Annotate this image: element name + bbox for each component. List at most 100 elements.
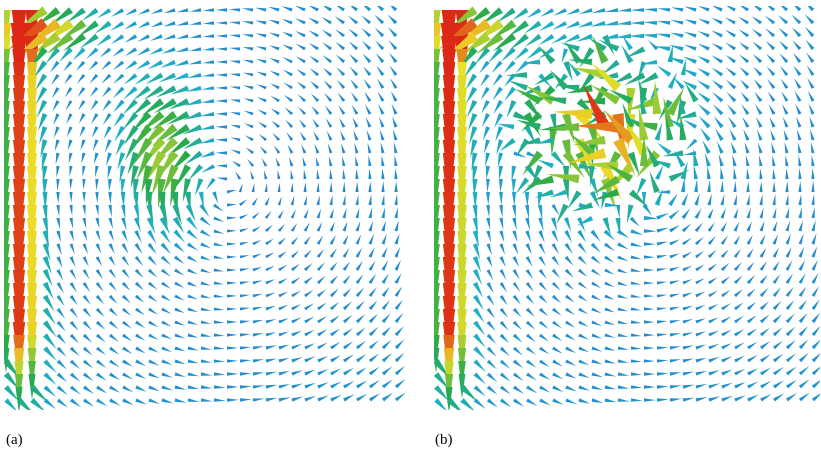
flow-glyph (162, 372, 173, 377)
flow-glyph (285, 107, 294, 115)
flow-glyph (343, 288, 352, 297)
flow-glyph (752, 16, 763, 24)
flow-glyph (175, 47, 188, 52)
flow-glyph (253, 359, 264, 362)
flow-glyph (215, 125, 227, 128)
flow-glyph (734, 382, 745, 389)
flow-glyph (746, 155, 750, 166)
flow-glyph (725, 42, 736, 50)
flow-glyph (109, 334, 119, 342)
flow-glyph (487, 295, 495, 306)
flow-glyph (309, 43, 319, 50)
flow-glyph (747, 302, 756, 311)
flow-glyph (799, 273, 806, 284)
flow-glyph (526, 308, 535, 317)
flow-glyph (109, 386, 120, 394)
flow-glyph (515, 60, 528, 73)
flow-glyph (465, 74, 477, 91)
flow-glyph (349, 54, 358, 63)
flow-glyph (304, 236, 311, 245)
flow-glyph (721, 263, 730, 271)
flow-glyph (304, 383, 316, 389)
flow-glyph (230, 87, 241, 90)
flow-glyph (343, 208, 347, 218)
flow-glyph (786, 274, 794, 284)
flow-glyph (56, 192, 59, 204)
flow-glyph (69, 153, 73, 164)
flow-glyph (92, 126, 99, 137)
flow-glyph (162, 398, 174, 403)
flow-glyph (513, 399, 524, 407)
flow-glyph (492, 74, 502, 87)
flow-glyph (174, 60, 189, 66)
flow-glyph (83, 373, 94, 382)
flow-glyph (705, 153, 711, 167)
flow-glyph (176, 34, 188, 39)
flow-glyph (266, 332, 277, 336)
flow-glyph (335, 16, 345, 24)
flow-glyph (356, 354, 366, 363)
flow-glyph (657, 142, 672, 155)
flow-glyph (394, 155, 397, 166)
flow-glyph (369, 287, 377, 297)
flow-glyph (552, 385, 563, 392)
flow-glyph (188, 346, 199, 350)
flow-glyph (657, 242, 669, 246)
flow-glyph (707, 180, 711, 192)
flow-glyph (240, 268, 250, 271)
flow-glyph (395, 326, 404, 336)
flow-glyph (265, 211, 272, 219)
flow-glyph (773, 301, 782, 310)
flow-glyph (657, 346, 668, 349)
flow-glyph (760, 341, 770, 349)
flow-glyph (591, 334, 602, 339)
flow-glyph (69, 166, 72, 177)
flow-glyph (266, 306, 276, 311)
flow-glyph (708, 277, 717, 284)
flow-glyph (310, 81, 319, 89)
flow-glyph (330, 368, 341, 375)
flow-glyph (113, 100, 125, 113)
flow-glyph (109, 230, 115, 241)
flow-glyph (394, 168, 397, 179)
flow-glyph (203, 34, 214, 37)
flow-glyph (316, 156, 320, 166)
flow-glyph (256, 46, 267, 50)
flow-glyph (695, 291, 705, 297)
flow-glyph (460, 398, 476, 413)
flow-glyph (552, 269, 560, 279)
flow-glyph (109, 269, 117, 279)
flow-glyph (699, 116, 711, 129)
flow-glyph (187, 282, 197, 287)
flow-glyph (786, 367, 797, 376)
flow-glyph (57, 282, 65, 293)
flow-glyph (773, 341, 783, 350)
flow-glyph (512, 218, 517, 231)
flow-glyph (683, 385, 695, 389)
flow-glyph (670, 294, 681, 298)
flow-glyph (500, 282, 508, 292)
flow-glyph (240, 359, 251, 362)
flow-glyph (376, 66, 384, 76)
flow-glyph (272, 121, 280, 128)
flow-glyph (482, 113, 490, 127)
flow-glyph (317, 195, 320, 205)
flow-glyph (618, 321, 629, 325)
flow-glyph (757, 130, 763, 141)
flow-glyph (250, 170, 254, 179)
flow-glyph (739, 29, 750, 37)
flow-glyph (343, 182, 346, 192)
flow-glyph (630, 229, 643, 235)
flow-glyph (114, 126, 125, 142)
flow-glyph (696, 358, 707, 363)
flow-glyph (291, 317, 301, 323)
flow-glyph (734, 302, 744, 310)
flow-glyph (176, 21, 188, 25)
flow-glyph (343, 368, 354, 376)
flow-glyph (760, 234, 766, 244)
flow-glyph (164, 8, 176, 13)
flow-glyph (206, 178, 216, 190)
flow-glyph (265, 197, 270, 206)
flow-glyph (135, 256, 143, 266)
flow-glyph (630, 21, 644, 25)
